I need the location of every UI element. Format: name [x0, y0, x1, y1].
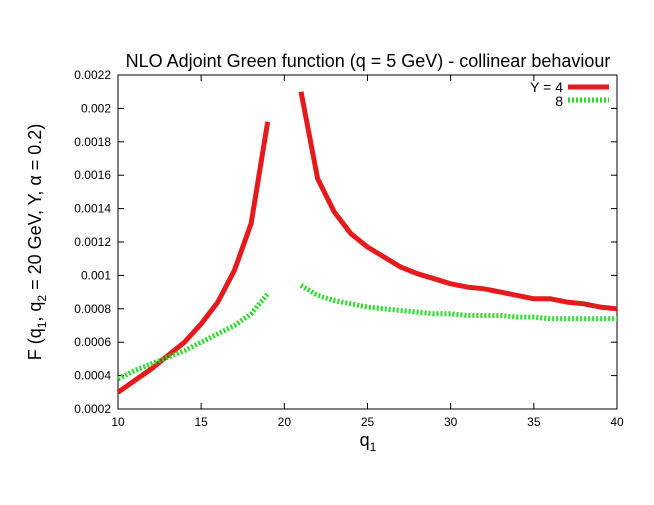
y-tick-label: 0.0016 [74, 168, 111, 182]
y-tick-label: 0.0008 [74, 302, 111, 316]
chart-title: NLO Adjoint Green function (q = 5 GeV) -… [126, 51, 611, 71]
x-tick-label: 20 [278, 415, 292, 429]
series-2-line-segment-2 [299, 283, 617, 322]
series-2-line-segment-1 [116, 292, 270, 382]
y-tick-label: 0.001 [81, 268, 111, 282]
y-tick-label: 0.0018 [74, 135, 111, 149]
series-1-line-segment-1 [116, 121, 271, 395]
y-tick-label: 0.0022 [74, 68, 111, 82]
series-layer [116, 91, 618, 395]
x-axis-label-main: q [360, 430, 370, 450]
legend-label-series-1: Y = 4 [530, 79, 563, 95]
y-tick-label: 0.002 [81, 101, 111, 115]
y-axis-label: F (q1, q2 = 20 GeV, Y, α = 0.2) [25, 124, 49, 361]
y-axis-label-sub1: 1 [35, 321, 49, 328]
x-tick-label: 25 [361, 415, 375, 429]
y-tick-label: 0.0006 [74, 335, 111, 349]
y-axis-label-part3: = 20 GeV, Y, α = 0.2) [25, 124, 45, 295]
x-axis-label: q1 [360, 430, 377, 454]
y-tick-label: 0.0014 [74, 202, 111, 216]
legend: Y = 4 8 [530, 79, 609, 109]
x-tick-label: 35 [527, 415, 541, 429]
y-axis-ticks: 0.0002 0.0004 0.0006 0.0008 0.001 0.0012 0.001… [74, 68, 617, 416]
x-tick-label: 15 [194, 415, 208, 429]
y-axis-label-sub2: 2 [35, 295, 49, 302]
x-axis-label-subscript: 1 [370, 440, 377, 454]
y-tick-label: 0.0004 [74, 369, 111, 383]
x-tick-label: 40 [610, 415, 624, 429]
x-tick-label: 10 [111, 415, 125, 429]
x-axis-ticks: 10 15 20 25 30 35 40 [111, 75, 624, 429]
legend-label-series-2: 8 [555, 93, 563, 109]
x-tick-label: 30 [444, 415, 458, 429]
plot-frame [117, 74, 618, 410]
series-1-line-segment-2 [298, 91, 618, 312]
y-axis-label-part1: F (q [25, 328, 45, 360]
y-tick-label: 0.0002 [74, 402, 111, 416]
y-axis-label-part2: , q [25, 302, 45, 322]
y-tick-label: 0.0012 [74, 235, 111, 249]
